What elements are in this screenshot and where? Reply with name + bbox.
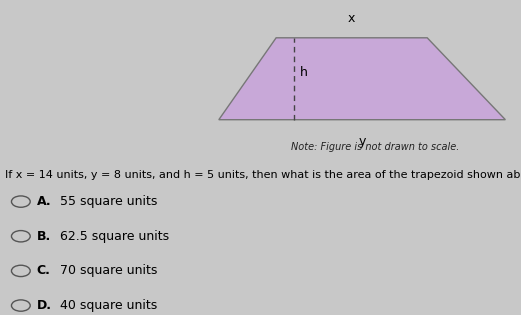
Circle shape [11, 196, 30, 207]
Circle shape [11, 300, 30, 311]
Text: A.: A. [36, 195, 51, 208]
Text: 55 square units: 55 square units [52, 195, 157, 208]
Text: D.: D. [36, 299, 52, 312]
Text: B.: B. [36, 230, 51, 243]
Text: If x = 14 units, y = 8 units, and h = 5 units, then what is the area of the trap: If x = 14 units, y = 8 units, and h = 5 … [5, 170, 521, 180]
Text: 62.5 square units: 62.5 square units [52, 230, 169, 243]
Circle shape [11, 265, 30, 277]
Text: x: x [348, 12, 355, 25]
Text: 70 square units: 70 square units [52, 264, 157, 278]
Text: C.: C. [36, 264, 51, 278]
Text: h: h [300, 66, 307, 79]
Circle shape [11, 231, 30, 242]
Text: Note: Figure is not drawn to scale.: Note: Figure is not drawn to scale. [291, 142, 460, 152]
Polygon shape [219, 38, 505, 120]
Text: 40 square units: 40 square units [52, 299, 157, 312]
Text: y: y [358, 135, 366, 148]
